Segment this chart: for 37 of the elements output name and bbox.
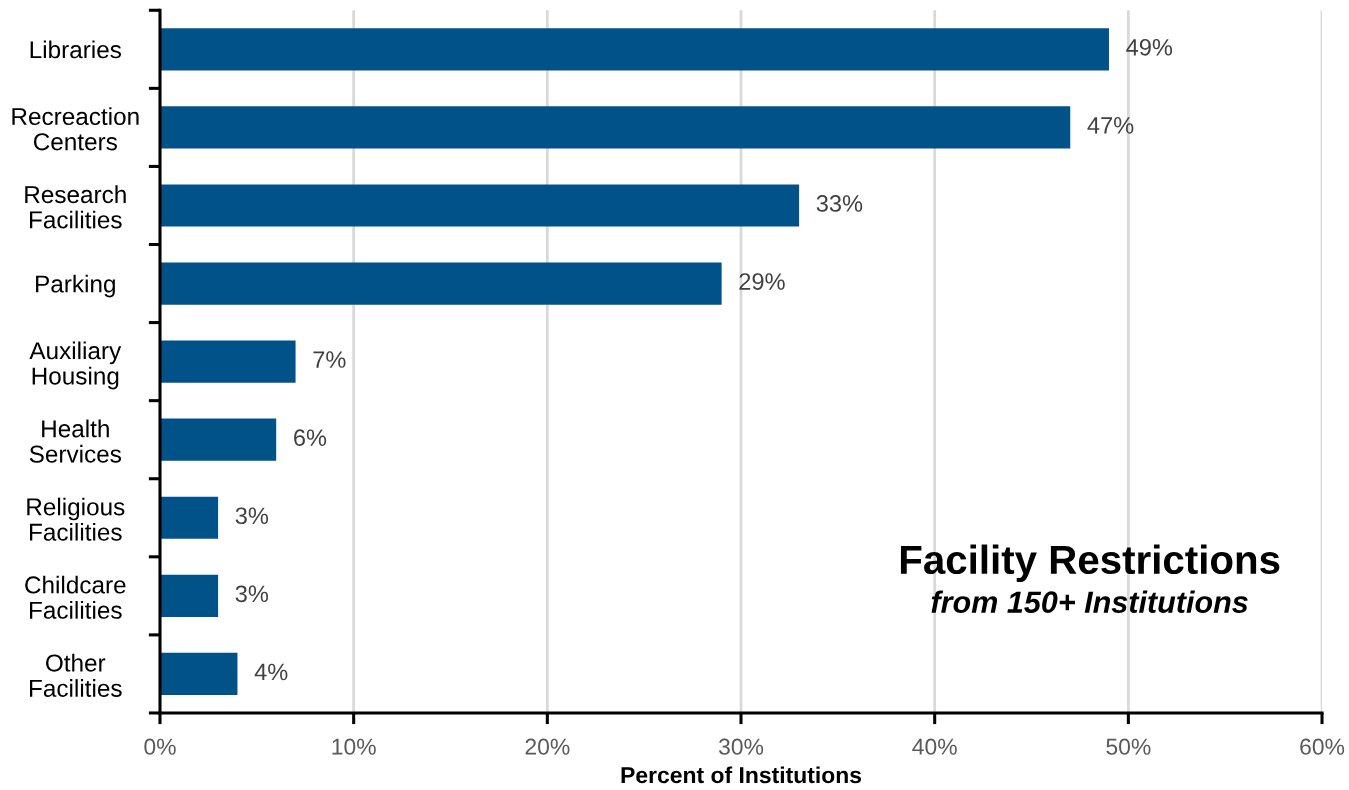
- data-label: 47%: [1087, 117, 1134, 134]
- data-label: 6%: [294, 429, 327, 447]
- data-label: 33%: [816, 195, 863, 212]
- y-tick-label: Childcare Facilities: [25, 575, 126, 619]
- x-tick-label: 50%: [1106, 738, 1151, 755]
- x-tick-label: 10%: [332, 738, 376, 755]
- y-tick-label: Parking: [36, 274, 115, 298]
- bar: [159, 184, 800, 227]
- bar: [159, 496, 219, 539]
- x-tick-label: 0%: [144, 738, 176, 755]
- bar: [159, 418, 277, 461]
- y-tick-label: Recreaction Centers: [12, 107, 139, 151]
- data-label: 3%: [235, 585, 269, 603]
- y-tick-label: Auxiliary Housing: [29, 341, 122, 390]
- text: Facility Restrictions: [900, 544, 1280, 583]
- bar: [159, 262, 722, 305]
- x-tick-label: 20%: [525, 738, 570, 755]
- y-tick-label: Religious Facilities: [27, 497, 125, 541]
- y-tick-label: Libraries: [30, 40, 122, 59]
- bar: [159, 574, 219, 617]
- data-label: 4%: [254, 663, 288, 681]
- bar: [159, 652, 238, 696]
- data-label: 49%: [1126, 38, 1173, 56]
- data-label: 29%: [739, 273, 785, 290]
- x-tick-label: 30%: [718, 738, 764, 755]
- y-tick-label: Research Facilities: [25, 185, 126, 229]
- y-tick-label: Health Services: [29, 419, 121, 463]
- text: from 150+ Institutions: [931, 590, 1248, 613]
- data-label: 7%: [313, 351, 346, 368]
- bar: [159, 106, 1071, 149]
- x-axis-title: Percent of Institutions: [621, 766, 862, 784]
- x-tick-label: 60%: [1300, 738, 1345, 755]
- x-tick-label: 40%: [912, 738, 957, 755]
- y-tick-label: Other Facilities: [30, 653, 122, 697]
- bar: [159, 28, 1109, 71]
- bar: [159, 340, 296, 383]
- data-label: 3%: [235, 507, 269, 525]
